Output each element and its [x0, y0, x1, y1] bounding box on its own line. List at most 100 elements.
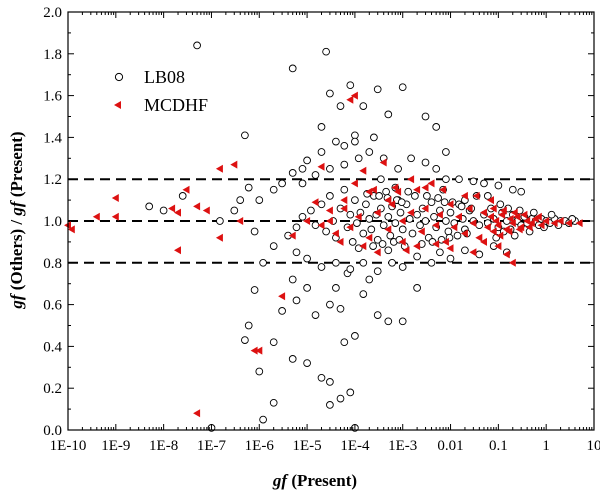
lb08-point-159: [413, 252, 421, 261]
mcdhf-point-44: [435, 210, 443, 219]
lb08-point-35: [269, 338, 278, 347]
y-tick-label-8: 1.6: [43, 89, 62, 105]
lb08-point-36: [303, 359, 311, 367]
x-tick-label-3: 1E-7: [197, 438, 227, 454]
y-tick-label-6: 1.2: [43, 172, 62, 188]
mcdhf-point-10: [174, 246, 181, 255]
lb08-point-87: [384, 212, 393, 221]
lb08-point-199: [423, 192, 431, 200]
lb08-point-24: [178, 192, 187, 200]
lb08-point-11: [351, 131, 359, 140]
lb08-point-168: [351, 137, 359, 146]
mcdhf-point-91: [373, 248, 381, 257]
mcdhf-point-86: [413, 242, 421, 251]
mcdhf-point-109: [534, 212, 542, 221]
lb08-point-156: [432, 164, 441, 173]
lb08-point-10: [241, 131, 249, 140]
mcdhf-point-59: [494, 221, 502, 230]
lb08-point-206: [453, 231, 462, 240]
lb08-point-99: [416, 221, 424, 230]
mcdhf-point-50: [465, 204, 473, 213]
lb08-point-173: [317, 263, 326, 271]
mcdhf-point-58: [492, 217, 500, 225]
lb08-point-23: [230, 206, 239, 215]
mcdhf-point-82: [446, 244, 454, 253]
mcdhf-point-23: [336, 237, 344, 246]
mcdhf-point-2: [92, 212, 100, 221]
lb08-point-52: [365, 275, 374, 284]
lb08-point-28: [250, 227, 259, 236]
lb08-point-2: [288, 64, 297, 73]
lb08-point-227: [326, 300, 334, 309]
lb08-point-221: [336, 102, 345, 110]
mcdhf-point-83: [439, 185, 447, 194]
mcdhf-point-94: [350, 179, 358, 188]
lb08-point-220: [317, 123, 326, 131]
lb08-point-22: [236, 196, 245, 204]
lb08-point-18: [278, 179, 286, 188]
lb08-point-85: [379, 221, 388, 230]
y-axis-title: gf (Others) / gf (Present): [7, 131, 26, 309]
mcdhf-point-80: [469, 248, 477, 257]
lb08-point-212: [369, 242, 377, 250]
lb08-point-75: [353, 219, 361, 227]
mcdhf-point-89: [391, 183, 399, 192]
lb08-point-62: [307, 206, 315, 215]
mcdhf-point-98: [325, 206, 333, 215]
mcdhf-point-18: [278, 292, 286, 301]
mcdhf-point-73: [565, 219, 572, 228]
lb08-point-171: [332, 258, 340, 267]
mcdhf-point-70: [542, 217, 550, 225]
lb08-point-191: [547, 210, 556, 219]
lb08-point-6: [373, 85, 382, 94]
x-tick-label-4: 1E-6: [245, 438, 275, 454]
mcdhf-point-92: [365, 187, 373, 196]
mcdhf-point-100: [311, 198, 319, 207]
mcdhf-point-28: [359, 166, 367, 175]
x-tick-label-2: 1E-8: [149, 438, 178, 454]
lb08-point-13: [340, 141, 349, 150]
lb08-point-78: [362, 200, 370, 209]
lb08-point-54: [384, 317, 393, 326]
mcdhf-point-3: [111, 212, 119, 221]
lb08-point-8: [384, 110, 393, 119]
lb08-point-207: [457, 202, 466, 211]
mcdhf-point-34: [388, 200, 396, 209]
lb08-point-229: [359, 290, 368, 298]
lb08-point-95: [405, 215, 414, 223]
mcdhf-point-108: [525, 223, 533, 232]
lb08-point-32: [241, 336, 249, 344]
lb08-point-58: [340, 338, 349, 347]
lb08-point-26: [145, 202, 154, 211]
mcdhf-point-93: [359, 242, 367, 251]
lb08-point-61: [298, 212, 307, 221]
lb08-point-15: [303, 156, 311, 165]
legend-marker-mcdhf: [114, 101, 121, 109]
lb08-point-19: [269, 185, 278, 194]
lb08-point-37: [317, 373, 326, 382]
x-tick-label-0: 1E-10: [50, 438, 87, 454]
legend: LB08 MCDHF: [114, 67, 208, 115]
lb08-point-181: [483, 192, 492, 200]
lb08-point-213: [375, 192, 383, 200]
mcdhf-point-21: [317, 162, 325, 171]
lb08-point-33: [255, 367, 264, 376]
lb08-point-170: [340, 160, 349, 169]
mcdhf-point-77: [494, 242, 502, 251]
lb08-point-14: [317, 148, 326, 156]
mcdhf-point-76: [502, 250, 510, 259]
lb08-point-108: [442, 217, 450, 225]
lb08-point-53: [373, 311, 382, 319]
mcdhf-point-29: [365, 233, 373, 242]
mcdhf-point-95: [346, 223, 354, 232]
mcdhf-point-103: [499, 206, 507, 215]
lb08-point-203: [440, 198, 449, 207]
lb08-point-169: [346, 265, 355, 273]
x-tick-label-6: 1E-4: [340, 438, 370, 454]
legend-label-lb08: LB08: [144, 67, 185, 87]
lb08-point-57: [351, 332, 359, 340]
mcdhf-point-19: [288, 231, 296, 240]
lb08-point-66: [326, 192, 334, 200]
y-tick-label-7: 1.4: [43, 130, 62, 146]
lb08-point-38: [326, 378, 334, 386]
